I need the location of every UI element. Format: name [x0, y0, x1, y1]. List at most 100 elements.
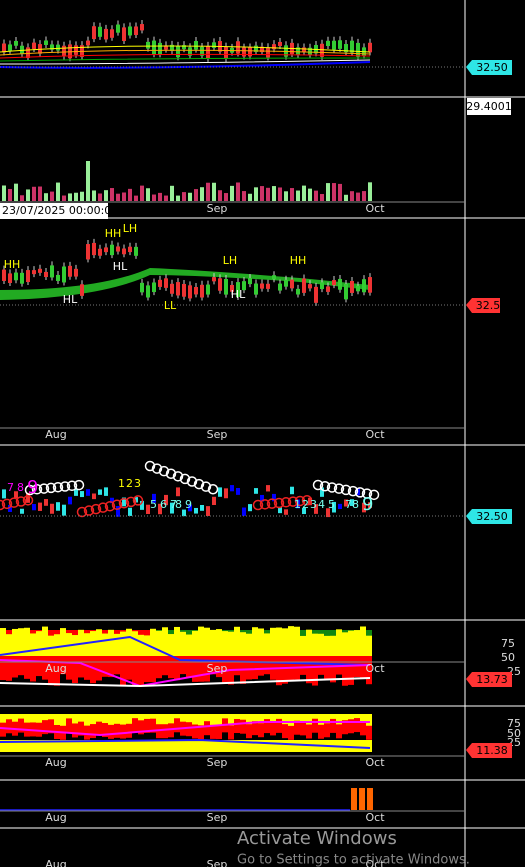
candle [68, 265, 72, 277]
red-seg [18, 656, 24, 676]
candle [122, 248, 126, 255]
yellow-seg [348, 740, 354, 752]
red-seg [156, 656, 162, 679]
yellow-seg [252, 740, 258, 752]
volume-bar [230, 185, 234, 201]
volume-bar [260, 186, 264, 201]
candle [278, 283, 282, 291]
candle [296, 288, 300, 295]
candle [50, 503, 54, 514]
yellow-seg [168, 740, 174, 752]
red-seg [264, 719, 270, 734]
yellow-seg [276, 740, 282, 752]
candle [56, 274, 60, 281]
red-seg [360, 656, 366, 680]
red-seg [108, 656, 114, 678]
price-tag [466, 743, 512, 758]
candle [98, 489, 102, 495]
yellow-seg [114, 633, 120, 656]
candle [74, 45, 78, 55]
yellow-seg [48, 635, 54, 656]
x-tick-label: Aug [45, 428, 66, 441]
red-seg [258, 723, 264, 738]
volume-bar [104, 190, 108, 201]
candle [2, 489, 6, 499]
candle [182, 45, 186, 50]
yellow-seg [366, 740, 372, 752]
candle [176, 487, 180, 497]
yellow-seg [42, 714, 48, 726]
volume-bar [194, 189, 198, 201]
count-label: 9 [362, 494, 373, 515]
yellow-seg [300, 714, 306, 726]
red-seg [102, 723, 108, 738]
count-label: 1 [118, 477, 125, 490]
candle [86, 244, 90, 260]
price-label: 11.38 [476, 744, 508, 757]
yellow-seg [102, 714, 108, 726]
red-seg [30, 656, 36, 682]
red-seg [366, 725, 372, 740]
candle [56, 502, 60, 511]
bar [359, 788, 365, 810]
yellow-seg [84, 633, 90, 656]
yellow-seg [258, 714, 264, 726]
volume-bar [212, 182, 216, 201]
red-seg [204, 656, 210, 682]
chain-circle [0, 499, 6, 511]
yellow-seg [258, 740, 264, 752]
candle [290, 279, 294, 289]
candle [116, 246, 120, 252]
candle [110, 497, 114, 504]
yellow-seg [192, 630, 198, 656]
volume-bar [236, 182, 240, 201]
count-labels: 7 8 9 1 2 35 6 78 9 1 2 3 4 5 7 8 9 [7, 477, 373, 515]
chain-circle [294, 495, 306, 507]
yellow-seg [282, 628, 288, 656]
yellow-seg [36, 631, 42, 656]
candle [272, 493, 276, 502]
yellow-seg [168, 634, 174, 656]
candle [356, 285, 360, 292]
candle [164, 278, 168, 288]
candle [92, 26, 96, 40]
yellow-seg [96, 714, 102, 726]
chain-circle [347, 485, 359, 497]
yellow-seg [120, 714, 126, 726]
yellow-seg [228, 631, 234, 656]
red-seg [6, 719, 12, 734]
volume-bar [200, 187, 204, 201]
yellow-seg [270, 740, 276, 752]
price-label: 32.5 [476, 299, 501, 312]
yellow-seg [42, 626, 48, 656]
candle [14, 272, 18, 281]
candle [32, 504, 36, 511]
candle [212, 496, 216, 505]
level-label: 50 [501, 651, 515, 664]
yellow-seg [174, 626, 180, 656]
yellow-seg [360, 740, 366, 752]
red-seg [366, 656, 372, 685]
count-label: 8 [17, 481, 24, 494]
annotation: LH [223, 254, 237, 267]
red-seg [144, 718, 150, 733]
volume-bar [362, 191, 366, 201]
chain-circle [340, 484, 352, 496]
volume-bar [266, 187, 270, 201]
candle [176, 45, 180, 58]
yellow-seg [156, 740, 162, 752]
x-tick-label: Oct [365, 202, 385, 215]
chain-circle [280, 497, 292, 508]
yellow-seg [222, 631, 228, 656]
yellow-seg [60, 740, 66, 752]
yellow-seg [294, 714, 300, 726]
chain-circle [111, 499, 123, 511]
candle [44, 499, 48, 506]
yellow-seg [156, 630, 162, 656]
volume-bar [20, 195, 24, 201]
yellow-seg [246, 740, 252, 752]
candle [326, 508, 330, 518]
yellow-seg [336, 714, 342, 726]
chain-circle [165, 468, 177, 480]
candle [122, 27, 126, 41]
